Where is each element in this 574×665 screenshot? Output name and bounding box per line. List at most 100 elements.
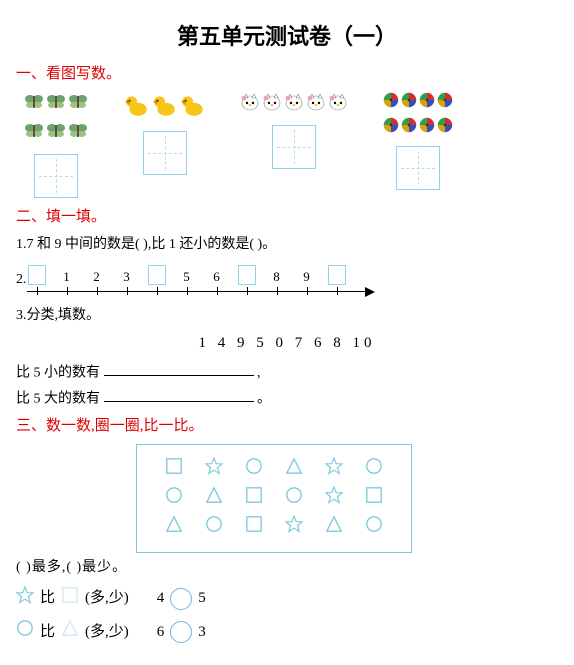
tick-label: 6 <box>213 267 220 287</box>
cmp-note: (多,少) <box>85 621 129 644</box>
compare-line: 比(多,少)63 <box>16 619 558 645</box>
circle-icon <box>205 515 223 540</box>
butterfly-icon <box>68 92 88 119</box>
pinwheel-icons <box>378 92 458 140</box>
kitty-icon <box>306 92 326 119</box>
q2-prefix: 2. <box>16 269 27 290</box>
square-icon <box>61 586 79 612</box>
compare-circle[interactable] <box>170 621 192 643</box>
lt5-label: 比 5 小的数有 <box>16 365 100 380</box>
triangle-icon <box>285 457 303 482</box>
compare-circle[interactable] <box>170 588 192 610</box>
cmp-a: 6 <box>157 621 165 644</box>
pinwheel-icon <box>383 92 399 115</box>
duck-icon <box>180 92 206 125</box>
star-icon <box>285 515 303 540</box>
tick <box>277 287 278 295</box>
tick <box>217 287 218 295</box>
q1-text: 1.7 和 9 中间的数是( ),比 1 还小的数是( )。 <box>16 234 558 255</box>
tick <box>247 287 248 295</box>
tick <box>157 287 158 295</box>
tick <box>97 287 98 295</box>
answer-box[interactable] <box>272 125 316 169</box>
butterfly-icon <box>24 92 44 119</box>
q3-head: 3.分类,填数。 <box>16 305 558 326</box>
lt5-comma: , <box>257 365 261 380</box>
triangle-icon <box>165 515 183 540</box>
numline-box[interactable] <box>148 265 166 285</box>
pinwheel-icon <box>419 117 435 140</box>
circle-icon <box>365 457 383 482</box>
kitty-icon <box>240 92 260 119</box>
summary-line: ( )最多,( )最少。 <box>16 557 558 578</box>
tick-label: 9 <box>303 267 310 287</box>
gt5-label: 比 5 大的数有 <box>16 391 100 406</box>
section3-heading: 三、数一数,圈一圈,比一比。 <box>16 415 558 438</box>
circle-icon <box>285 486 303 511</box>
tick <box>337 287 338 295</box>
shape-row <box>165 457 383 482</box>
q3-gt5: 比 5 大的数有 。 <box>16 387 558 409</box>
cmp-label: 比 <box>40 587 55 610</box>
q3-sequence: 1 4 9 5 0 7 6 8 10 <box>16 332 558 355</box>
answer-box[interactable] <box>143 131 187 175</box>
square-icon <box>165 457 183 482</box>
q3-lt5: 比 5 小的数有 , <box>16 361 558 383</box>
butterfly-icon <box>46 121 66 148</box>
cmp-a: 4 <box>157 587 165 610</box>
tick <box>127 287 128 295</box>
q2-numberline: 2. 1 2 3 5 6 8 9 <box>16 259 558 299</box>
pinwheel-icon <box>401 92 417 115</box>
tick <box>187 287 188 295</box>
numline-box[interactable] <box>28 265 46 285</box>
lt5-blank[interactable] <box>104 361 254 376</box>
kitty-icon <box>284 92 304 119</box>
pic-group <box>120 92 210 175</box>
page-title: 第五单元测试卷（一） <box>16 20 558 53</box>
cmp-b: 5 <box>198 587 206 610</box>
circle-icon <box>365 515 383 540</box>
number-line: 1 2 3 5 6 8 9 <box>27 259 367 299</box>
kitty-icons <box>234 92 354 119</box>
duck-icon <box>124 92 150 125</box>
butterfly-icon <box>46 92 66 119</box>
pic-group <box>378 92 458 190</box>
star-icon <box>325 486 343 511</box>
tick-label: 1 <box>63 267 70 287</box>
tick-label: 8 <box>273 267 280 287</box>
butterfly-icon <box>24 121 44 148</box>
shape-row <box>165 515 383 540</box>
gt5-blank[interactable] <box>104 387 254 402</box>
tick <box>37 287 38 295</box>
shape-grid <box>136 444 412 553</box>
kitty-icon <box>328 92 348 119</box>
star-icon <box>325 457 343 482</box>
answer-box[interactable] <box>34 154 78 198</box>
butterfly-icon <box>68 121 88 148</box>
tick <box>67 287 68 295</box>
tick-label: 5 <box>183 267 190 287</box>
circle-icon <box>16 619 34 645</box>
pinwheel-icon <box>383 117 399 140</box>
tick-label: 2 <box>93 267 100 287</box>
shape-row <box>165 486 383 511</box>
circle-icon <box>165 486 183 511</box>
triangle-icon <box>61 619 79 645</box>
numline-box[interactable] <box>328 265 346 285</box>
cmp-label: 比 <box>40 621 55 644</box>
gt5-period: 。 <box>257 391 271 406</box>
section1-groups <box>16 92 558 198</box>
star-icon <box>16 586 34 612</box>
answer-box[interactable] <box>396 146 440 190</box>
pic-group <box>234 92 354 169</box>
square-icon <box>365 486 383 511</box>
compare-zone: 比(多,少)45比(多,少)63 <box>16 586 558 645</box>
triangle-icon <box>205 486 223 511</box>
numline-box[interactable] <box>238 265 256 285</box>
duck-icons <box>120 92 210 125</box>
tick-label: 3 <box>123 267 130 287</box>
circle-icon <box>245 457 263 482</box>
cmp-note: (多,少) <box>85 587 129 610</box>
duck-icon <box>152 92 178 125</box>
pinwheel-icon <box>419 92 435 115</box>
